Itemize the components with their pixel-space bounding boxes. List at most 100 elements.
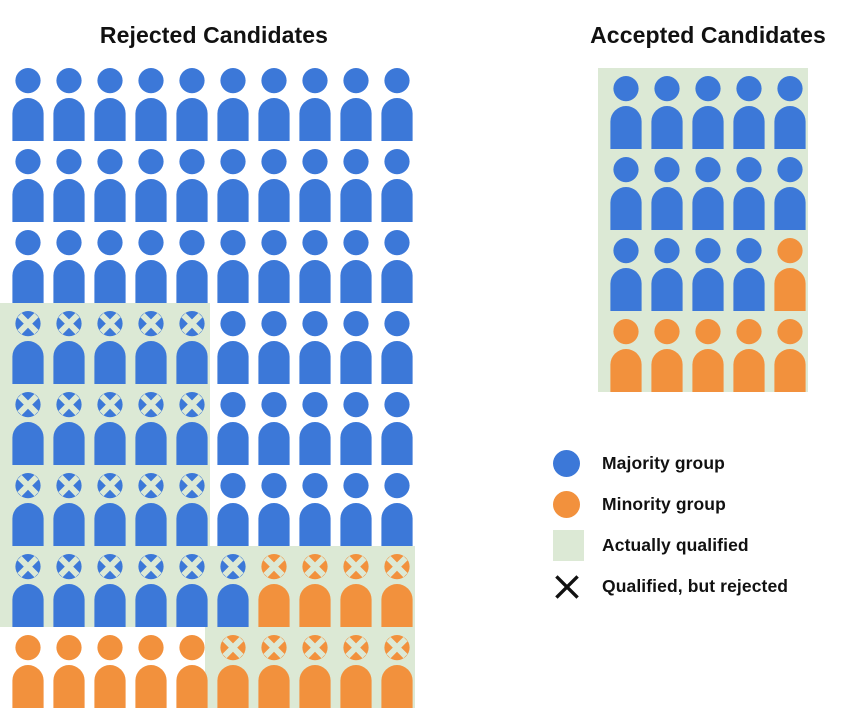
person-icon-majority-rejected xyxy=(133,473,169,546)
person-icon-majority xyxy=(256,149,292,222)
accepted-candidates-pictogram xyxy=(598,68,813,393)
person-icon-majority xyxy=(256,473,292,546)
person-icon-majority xyxy=(174,68,210,141)
person-icon-majority xyxy=(379,311,415,384)
person-icon-majority xyxy=(731,76,767,149)
person-icon-minority xyxy=(10,635,46,708)
person-icon-majority xyxy=(174,230,210,303)
person-icon-majority xyxy=(338,230,374,303)
legend-label-qualified-but-rejected: Qualified, but rejected xyxy=(602,576,789,596)
person-icon-minority-rejected xyxy=(338,635,374,708)
legend-label-majority: Majority group xyxy=(602,453,725,473)
person-icon-minority xyxy=(133,635,169,708)
person-icon-majority xyxy=(338,473,374,546)
person-icon-majority xyxy=(649,76,685,149)
person-icon-majority xyxy=(772,76,808,149)
person-icon-majority xyxy=(256,392,292,465)
person-icon-majority xyxy=(174,149,210,222)
person-icon-majority xyxy=(10,230,46,303)
person-icon-majority xyxy=(608,238,644,311)
person-icon-majority xyxy=(731,238,767,311)
person-icon-majority-rejected xyxy=(92,473,128,546)
person-icon-majority-rejected xyxy=(10,473,46,546)
person-icon-majority-rejected xyxy=(174,473,210,546)
person-icon-majority xyxy=(338,392,374,465)
person-icon-minority-rejected xyxy=(297,635,333,708)
person-icon-majority xyxy=(297,230,333,303)
person-icon-majority xyxy=(772,157,808,230)
person-icon-majority xyxy=(379,149,415,222)
person-icon-minority xyxy=(772,238,808,311)
rejected-candidates-pictogram xyxy=(0,68,420,708)
person-icon-minority xyxy=(174,635,210,708)
person-icon-minority-rejected xyxy=(379,554,415,627)
legend-item-qualified: Actually qualified xyxy=(553,525,853,566)
person-icon-majority xyxy=(10,68,46,141)
legend-item-majority: Majority group xyxy=(553,443,853,484)
person-icon-majority xyxy=(256,311,292,384)
person-icon-majority-rejected xyxy=(133,311,169,384)
person-icon-minority-rejected xyxy=(297,554,333,627)
person-icon-majority xyxy=(649,157,685,230)
person-icon-majority-rejected xyxy=(51,473,87,546)
person-icon-majority xyxy=(256,230,292,303)
person-icon-minority-rejected xyxy=(256,635,292,708)
person-icon-minority-rejected xyxy=(256,554,292,627)
person-icon-majority xyxy=(297,311,333,384)
legend: Majority group Minority group Actually q… xyxy=(553,443,853,607)
person-icon-majority xyxy=(297,149,333,222)
person-icon-minority xyxy=(649,319,685,392)
legend-item-qualified-but-rejected: Qualified, but rejected xyxy=(553,566,853,607)
person-icon-minority-rejected xyxy=(379,635,415,708)
person-icon-majority xyxy=(51,149,87,222)
legend-label-minority: Minority group xyxy=(602,494,726,514)
person-icon-majority xyxy=(133,149,169,222)
person-icon-majority xyxy=(297,392,333,465)
person-icon-majority xyxy=(215,311,251,384)
person-icon-majority xyxy=(338,311,374,384)
person-icon-majority xyxy=(215,149,251,222)
person-icon-majority xyxy=(379,68,415,141)
person-icon-majority-rejected xyxy=(133,554,169,627)
person-icon-majority xyxy=(608,157,644,230)
person-icon-majority xyxy=(10,149,46,222)
person-icon-minority xyxy=(690,319,726,392)
person-icon-majority xyxy=(92,149,128,222)
person-icon-majority xyxy=(379,230,415,303)
person-icon-majority-rejected xyxy=(174,392,210,465)
person-icon-majority xyxy=(215,473,251,546)
person-icon-majority xyxy=(379,392,415,465)
person-icon-majority xyxy=(133,68,169,141)
person-icon-majority xyxy=(215,392,251,465)
person-icon-minority-rejected xyxy=(215,635,251,708)
person-icon-majority xyxy=(297,68,333,141)
person-icon-majority xyxy=(92,68,128,141)
person-icon-minority-rejected xyxy=(338,554,374,627)
person-icon-majority xyxy=(608,76,644,149)
person-icon-majority xyxy=(338,68,374,141)
blue-circle-icon xyxy=(553,450,593,477)
person-icon-majority-rejected xyxy=(133,392,169,465)
rejected-panel-title: Rejected Candidates xyxy=(99,22,329,48)
person-icon-majority-rejected xyxy=(51,311,87,384)
person-icon-majority-rejected xyxy=(10,311,46,384)
orange-circle-icon xyxy=(553,491,593,518)
person-icon-majority-rejected xyxy=(92,392,128,465)
legend-label-qualified: Actually qualified xyxy=(602,535,749,555)
person-icon-majority-rejected xyxy=(10,392,46,465)
person-icon-majority xyxy=(379,473,415,546)
person-icon-majority xyxy=(215,230,251,303)
person-icon-majority xyxy=(297,473,333,546)
person-icon-majority xyxy=(690,238,726,311)
person-icon-majority xyxy=(133,230,169,303)
person-icon-minority xyxy=(772,319,808,392)
accepted-panel-title: Accepted Candidates xyxy=(590,22,826,48)
person-icon-majority-rejected xyxy=(51,554,87,627)
legend-item-minority: Minority group xyxy=(553,484,853,525)
person-icon-minority xyxy=(51,635,87,708)
person-icon-majority-rejected xyxy=(10,554,46,627)
person-icon-majority-rejected xyxy=(92,554,128,627)
person-icon-majority xyxy=(690,76,726,149)
person-icon-majority xyxy=(731,157,767,230)
person-icon-majority-rejected xyxy=(92,311,128,384)
